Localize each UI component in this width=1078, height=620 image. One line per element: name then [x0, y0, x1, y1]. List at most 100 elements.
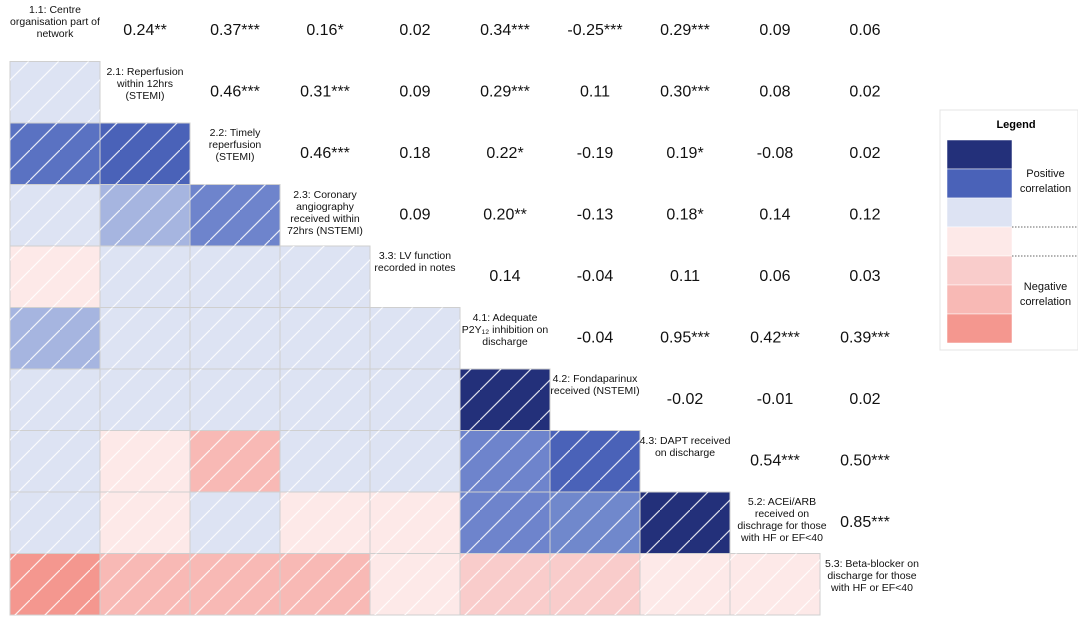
correlation-value: 0.06 [849, 22, 880, 39]
correlation-value: -0.13 [577, 206, 614, 223]
variable-label: 4.1: Adequate P2Y₁₂ inhibition on discha… [461, 311, 549, 348]
variable-label: 1.1: Centre organisation part of network [10, 4, 100, 40]
correlation-value: 0.14 [759, 206, 790, 223]
hatch [280, 246, 370, 308]
variable-label: 4.2: Fondaparinux received (NSTEMI) [550, 373, 640, 397]
hatch [100, 430, 190, 492]
correlation-value: 0.29*** [480, 83, 530, 100]
hatch [10, 123, 100, 185]
correlation-value: 0.09 [399, 206, 430, 223]
correlation-value: 0.14 [489, 268, 520, 285]
hatch [100, 246, 190, 308]
hatch [100, 307, 190, 369]
correlation-value: 0.09 [399, 83, 430, 100]
hatch [460, 369, 550, 431]
hatch [100, 369, 190, 431]
hatch [10, 553, 100, 615]
legend-swatch [946, 168, 1013, 199]
hatch [280, 369, 370, 431]
hatch [460, 430, 550, 492]
correlation-value: 0.20** [483, 206, 527, 223]
hatch [190, 246, 280, 308]
legend-swatch [946, 255, 1013, 286]
hatch [550, 492, 640, 554]
legend-swatch [946, 139, 1013, 170]
hatch [100, 492, 190, 554]
correlation-value: 0.06 [759, 268, 790, 285]
legend-title: Legend [996, 119, 1035, 131]
correlation-value: 0.46*** [300, 145, 350, 162]
hatch [280, 553, 370, 615]
hatch [640, 492, 730, 554]
variable-label: 2.2: Timely reperfusion (STEMI) [208, 127, 262, 163]
hatch [280, 492, 370, 554]
variable-label: 4.3: DAPT received on discharge [639, 434, 731, 459]
hatch [10, 61, 100, 123]
correlation-value: 0.18 [399, 145, 430, 162]
correlation-value: 0.02 [849, 145, 880, 162]
legend-swatch [946, 284, 1013, 315]
hatch [370, 430, 460, 492]
hatch [280, 307, 370, 369]
correlation-value: 0.42*** [750, 329, 800, 346]
variable-label: 2.3: Coronary angiography received withi… [287, 188, 363, 237]
correlation-value: 0.46*** [210, 83, 260, 100]
hatch [370, 492, 460, 554]
hatch [190, 430, 280, 492]
hatch [10, 492, 100, 554]
correlation-value: 0.16* [306, 22, 343, 39]
hatch [190, 369, 280, 431]
hatch [190, 307, 280, 369]
hatch [10, 430, 100, 492]
hatch [550, 553, 640, 615]
hatch [460, 553, 550, 615]
correlation-value: 0.34*** [480, 22, 530, 39]
correlation-value: 0.11 [670, 268, 700, 285]
variable-label: 2.1: Reperfusion within 12hrs (STEMI) [106, 65, 184, 102]
correlation-value: -0.02 [667, 391, 704, 408]
legend-swatch [946, 313, 1013, 344]
correlation-value: -0.25*** [567, 22, 622, 39]
correlation-value: -0.08 [757, 145, 794, 162]
variable-label: 5.2: ACEi/ARB received on dischrage for … [737, 496, 827, 544]
correlation-value: -0.04 [577, 268, 614, 285]
hatch [10, 246, 100, 308]
hatch [10, 369, 100, 431]
correlation-value: 0.29*** [660, 22, 710, 39]
correlation-value: 0.12 [849, 206, 880, 223]
correlation-value: 0.31*** [300, 83, 350, 100]
hatch [100, 184, 190, 246]
variable-label: 3.3: LV function recorded in notes [374, 250, 456, 274]
correlation-value: 0.54*** [750, 452, 800, 469]
correlation-value: -0.01 [757, 391, 794, 408]
correlation-value: 0.08 [759, 83, 790, 100]
correlation-value: -0.04 [577, 329, 614, 346]
correlation-value: 0.09 [759, 22, 790, 39]
correlation-value: 0.02 [849, 83, 880, 100]
hatch [190, 492, 280, 554]
correlation-value: 0.19* [666, 145, 703, 162]
correlation-value: 0.02 [399, 22, 430, 39]
correlation-value: 0.39*** [840, 329, 890, 346]
correlation-value: 0.37*** [210, 22, 260, 39]
hatch [190, 184, 280, 246]
correlation-value: 0.30*** [660, 83, 710, 100]
hatch [100, 123, 190, 185]
correlation-value: 0.02 [849, 391, 880, 408]
correlation-value: -0.19 [577, 145, 614, 162]
hatch [190, 553, 280, 615]
legend-label: Negative correlation [1019, 281, 1072, 308]
correlation-value: 0.22* [486, 145, 523, 162]
hatch [10, 307, 100, 369]
correlation-value: 0.11 [580, 83, 610, 100]
legend-swatch [946, 197, 1013, 228]
correlation-value: 0.95*** [660, 329, 710, 346]
hatch [100, 553, 190, 615]
hatch [640, 553, 730, 615]
legend-box [939, 109, 1078, 351]
hatch [550, 430, 640, 492]
legend-swatch [946, 226, 1013, 257]
hatch [370, 553, 460, 615]
